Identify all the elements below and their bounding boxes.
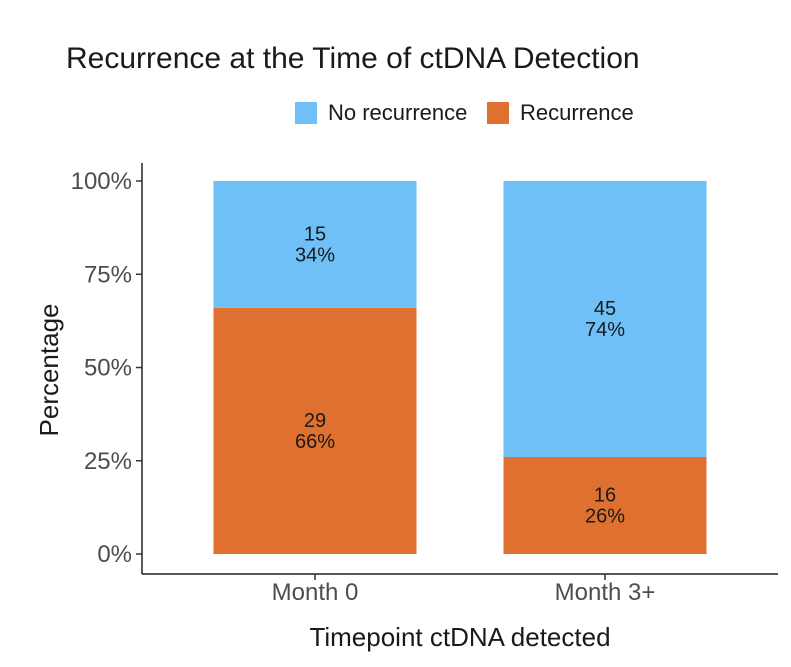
bar-percent-label-month-3-no-recurrence: 74% bbox=[585, 319, 625, 341]
bar-count-label-month-3-no-recurrence: 45 bbox=[594, 298, 616, 320]
bar-month-0-recurrence bbox=[213, 307, 417, 554]
legend-swatch-recurrence bbox=[487, 102, 509, 124]
y-axis-ticks: 0% 25% 50% 75% 100% bbox=[71, 168, 142, 568]
bar-count-label-month-0-no-recurrence: 15 bbox=[304, 223, 326, 245]
y-tick-label: 100% bbox=[71, 168, 132, 195]
bar-count-label-month-3-recurrence: 16 bbox=[594, 485, 616, 507]
bar-month-3-no-recurrence bbox=[503, 181, 707, 458]
y-tick-label: 0% bbox=[97, 541, 132, 568]
bar-percent-label-month-3-recurrence: 26% bbox=[585, 506, 625, 528]
y-tick-label: 75% bbox=[84, 261, 132, 288]
bars-group bbox=[213, 181, 707, 554]
x-axis-title: Timepoint ctDNA detected bbox=[309, 622, 610, 652]
bar-percent-label-month-0-no-recurrence: 34% bbox=[295, 244, 335, 266]
chart-title: Recurrence at the Time of ctDNA Detectio… bbox=[66, 42, 640, 75]
bar-percent-label-month-0-recurrence: 66% bbox=[295, 431, 335, 453]
x-tick-label: Month 3+ bbox=[555, 579, 656, 606]
legend-label-recurrence: Recurrence bbox=[520, 100, 634, 125]
x-tick-label: Month 0 bbox=[272, 579, 359, 606]
bar-month-0-no-recurrence bbox=[213, 181, 417, 308]
bar-month-3-recurrence bbox=[503, 457, 707, 554]
legend-label-no-recurrence: No recurrence bbox=[328, 100, 467, 125]
x-axis-ticks: Month 0 Month 3+ bbox=[272, 574, 656, 606]
legend-swatch-no-recurrence bbox=[295, 102, 317, 124]
y-axis-title: Percentage bbox=[34, 304, 64, 437]
legend: No recurrence Recurrence bbox=[295, 100, 634, 125]
y-tick-label: 25% bbox=[84, 448, 132, 475]
y-tick-label: 50% bbox=[84, 355, 132, 382]
bar-count-label-month-0-recurrence: 29 bbox=[304, 410, 326, 432]
